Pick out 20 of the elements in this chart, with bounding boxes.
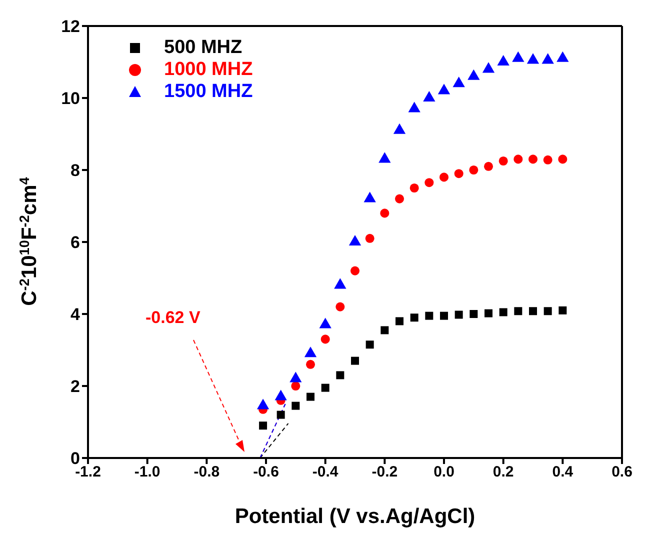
y-tick-label: 6 <box>70 233 80 252</box>
x-tick-label: -0.2 <box>372 464 398 481</box>
x-tick-label: 0.6 <box>612 464 632 481</box>
x-tick-label: -0.8 <box>194 464 220 481</box>
y-tick-label: 12 <box>61 17 80 36</box>
x-tick-label: -0.4 <box>312 464 339 481</box>
y-tick-label: 4 <box>70 305 81 324</box>
legend-label: 1000 MHZ <box>164 59 253 81</box>
y-tick-label: 8 <box>70 161 80 180</box>
annotation: -0.62 V <box>146 308 200 328</box>
x-tick-label: -0.6 <box>253 464 279 481</box>
legend-label: 500 MHZ <box>164 37 242 59</box>
x-tick-label: 0.2 <box>492 464 514 481</box>
x-tick-label: 0.4 <box>552 464 574 481</box>
x-tick-label: -1.0 <box>134 464 160 481</box>
x-axis-title: Potential (V vs.Ag/AgCl) <box>234 505 476 528</box>
y-tick-label: 10 <box>61 89 80 108</box>
y-tick-label: 2 <box>70 377 80 396</box>
legend-label: 1500 MHZ <box>164 81 253 103</box>
x-tick-label: 0.0 <box>434 464 454 481</box>
